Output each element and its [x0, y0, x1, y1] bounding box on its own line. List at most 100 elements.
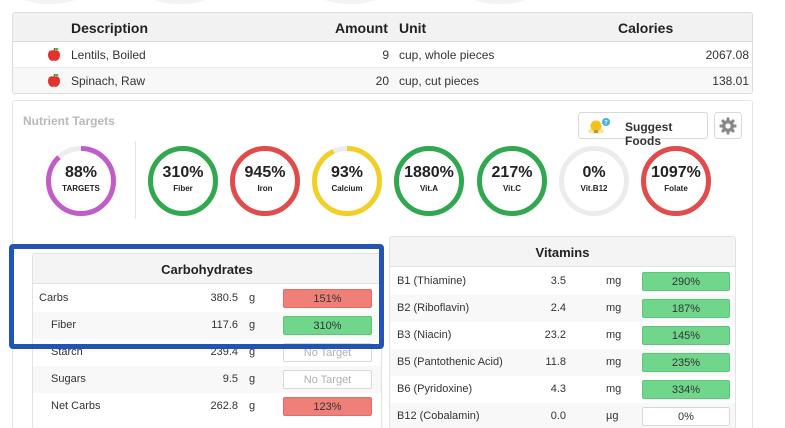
food-description: Lentils, Boiled: [71, 48, 146, 62]
target-percent-bar: 310%: [283, 316, 372, 335]
target-ring-vit-c[interactable]: 217% Vit.C: [476, 145, 548, 217]
food-unit[interactable]: cup, cut pieces: [399, 74, 480, 88]
target-ring-fiber[interactable]: 310% Fiber: [147, 145, 219, 217]
ring-percent: 93%: [330, 164, 364, 181]
apple-icon: [48, 73, 60, 87]
nutrient-amount: 23.2: [544, 329, 566, 341]
nutrient-row[interactable]: B5 (Pantothenic Acid) 11.8 mg 235%: [390, 349, 735, 376]
nutrient-amount: 380.5: [210, 292, 238, 304]
top-decor: [470, 0, 530, 4]
top-decor: [20, 0, 80, 4]
nutrient-name: Carbs: [39, 292, 69, 304]
ring-graphic: [46, 146, 116, 216]
lightbulb-icon: ?: [588, 118, 610, 134]
apple-icon: [48, 47, 60, 61]
nutrient-name: Sugars: [51, 373, 86, 385]
svg-text:?: ?: [604, 121, 608, 127]
nutrient-name: Net Carbs: [51, 400, 101, 412]
nutrient-row[interactable]: B3 (Niacin) 23.2 mg 145%: [390, 322, 735, 349]
nutrient-unit: mg: [606, 329, 622, 341]
ring-graphic: [148, 146, 218, 216]
food-table-header: Description Amount Unit Calories: [13, 13, 752, 42]
header-description[interactable]: Description: [71, 20, 149, 36]
ring-label: Fiber: [173, 184, 193, 193]
ring-percent: 1097%: [651, 164, 701, 181]
nutrient-name: Fiber: [51, 319, 77, 331]
nutrient-row[interactable]: B2 (Riboflavin) 2.4 mg 187%: [390, 295, 735, 322]
target-percent-bar: 151%: [283, 289, 372, 308]
settings-button[interactable]: [714, 112, 742, 139]
target-ring-targets[interactable]: 88% TARGETS: [45, 145, 117, 217]
target-percent-bar: 290%: [642, 272, 730, 291]
nutrient-row[interactable]: B6 (Pyridoxine) 4.3 mg 334%: [390, 376, 735, 403]
vitamins-table: Vitamins B1 (Thiamine) 3.5 mg 290% B2 (Ribof…: [389, 236, 736, 428]
food-diary-table: Description Amount Unit Calories Lentils…: [12, 12, 753, 94]
nutrient-amount: 239.4: [210, 346, 238, 358]
nutrient-unit: g: [249, 292, 256, 304]
nutrient-amount: 117.6: [211, 319, 238, 331]
ring-label: Iron: [257, 184, 273, 193]
vitamins-title: Vitamins: [390, 237, 735, 267]
food-calories: 138.01: [712, 74, 749, 88]
nutrient-unit: g: [249, 346, 256, 358]
ring-graphic: [477, 146, 547, 216]
header-calories[interactable]: Calories: [618, 20, 674, 36]
target-ring-folate[interactable]: 1097% Folate: [640, 145, 712, 217]
food-calories: 2067.08: [705, 48, 749, 62]
nutrient-name: Starch: [51, 346, 83, 358]
header-unit[interactable]: Unit: [399, 20, 427, 36]
suggest-foods-button[interactable]: ? Suggest Foods: [578, 112, 708, 148]
nutrient-targets-panel: Nutrient Targets ? Suggest Foods: [12, 100, 753, 428]
food-row[interactable]: Spinach, Raw 20 cup, cut pieces 138.01: [13, 68, 752, 93]
nutrient-name: B3 (Niacin): [397, 329, 452, 341]
nutrient-amount: 0.0: [550, 410, 566, 422]
food-amount[interactable]: 20: [375, 74, 389, 88]
nutrient-row[interactable]: Fiber 117.6 g 310%: [33, 312, 381, 339]
ring-label: Vit.B12: [580, 184, 608, 193]
nutrient-unit: mg: [606, 356, 622, 368]
rings-divider: [135, 141, 136, 219]
top-decor: [150, 0, 210, 4]
nutrient-name: B1 (Thiamine): [397, 275, 467, 287]
nutrient-unit: mg: [606, 275, 622, 287]
nutrient-amount: 9.5: [222, 373, 238, 385]
ring-graphic: [559, 146, 629, 216]
nutrient-row[interactable]: Carbs 380.5 g 151%: [33, 285, 381, 312]
ring-label: Folate: [664, 184, 688, 193]
nutrient-name: B12 (Cobalamin): [397, 410, 480, 422]
nutrient-row[interactable]: B12 (Cobalamin) 0.0 µg 0%: [390, 403, 735, 428]
target-ring-calcium[interactable]: 93% Calcium: [311, 145, 383, 217]
header-amount[interactable]: Amount: [335, 20, 388, 36]
nutrient-amount: 2.4: [550, 302, 566, 314]
ring-graphic: [312, 146, 382, 216]
food-row[interactable]: Lentils, Boiled 9 cup, whole pieces 2067…: [13, 42, 752, 68]
ring-percent: 0%: [582, 164, 606, 181]
ring-percent: 217%: [491, 164, 533, 181]
nutrient-row[interactable]: Net Carbs 262.8 g 123%: [33, 393, 381, 420]
target-ring-vit-b12[interactable]: 0% Vit.B12: [558, 145, 630, 217]
food-amount[interactable]: 9: [382, 48, 389, 62]
target-percent-bar: 235%: [642, 353, 730, 372]
food-unit[interactable]: cup, whole pieces: [399, 48, 495, 62]
target-percent-bar: 123%: [283, 397, 372, 416]
nutrient-name: B6 (Pyridoxine): [397, 383, 473, 395]
ring-label: Calcium: [331, 184, 363, 193]
target-ring-iron[interactable]: 945% Iron: [229, 145, 301, 217]
panel-title: Nutrient Targets: [23, 114, 115, 128]
target-ring-vit-a[interactable]: 1880% Vit.A: [393, 145, 465, 217]
nutrient-unit: µg: [606, 410, 619, 422]
ring-percent: 88%: [64, 164, 98, 181]
nutrient-amount: 262.8: [210, 400, 238, 412]
ring-graphic: [230, 146, 300, 216]
nutrient-unit: mg: [606, 383, 622, 395]
ring-label: Vit.C: [502, 184, 522, 193]
nutrient-name: B5 (Pantothenic Acid): [397, 356, 503, 368]
nutrient-row[interactable]: Sugars 9.5 g No Target: [33, 366, 381, 393]
target-percent-bar: 0%: [642, 407, 730, 426]
nutrient-row[interactable]: B1 (Thiamine) 3.5 mg 290%: [390, 268, 735, 295]
ring-percent: 945%: [244, 164, 286, 181]
ring-graphic: [394, 146, 464, 216]
nutrient-unit: g: [249, 319, 256, 331]
target-percent-bar: No Target: [283, 370, 372, 389]
nutrient-amount: 11.8: [545, 356, 566, 368]
